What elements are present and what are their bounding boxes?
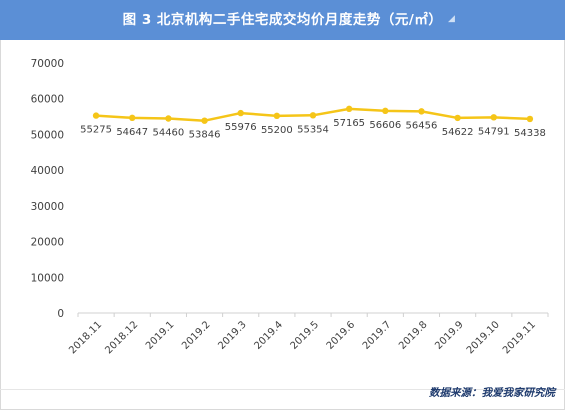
data-point bbox=[345, 105, 353, 113]
data-point bbox=[382, 107, 389, 115]
data-label: 54338 bbox=[514, 128, 546, 139]
x-tick-label: 2019.7 bbox=[361, 319, 394, 352]
title-banner: 图 3 北京机构二手住宅成交均价月度走势（元/㎡） ◢ bbox=[0, 0, 565, 40]
x-tick-label: 2019.8 bbox=[397, 319, 430, 352]
x-tick-label: 2019.10 bbox=[465, 319, 502, 356]
data-label: 54622 bbox=[442, 127, 474, 138]
x-tick-label: 2019.3 bbox=[216, 319, 249, 352]
data-label: 54460 bbox=[152, 128, 184, 139]
data-label: 55976 bbox=[225, 122, 257, 133]
data-point bbox=[273, 112, 281, 120]
data-label: 53846 bbox=[189, 130, 221, 141]
y-tick-label: 10000 bbox=[31, 272, 64, 284]
data-point bbox=[201, 117, 208, 124]
chart-title: 图 3 北京机构二手住宅成交均价月度走势（元/㎡） bbox=[122, 12, 443, 28]
source-note: 数据来源：我爱我家研究院 bbox=[429, 387, 555, 399]
data-point bbox=[309, 112, 317, 119]
data-point bbox=[490, 114, 497, 121]
caret-icon: ◢ bbox=[448, 14, 455, 24]
footer-divider bbox=[0, 389, 565, 390]
y-tick-label: 70000 bbox=[31, 58, 64, 70]
x-tick-label: 2019.1 bbox=[144, 319, 177, 352]
data-label: 57165 bbox=[333, 118, 365, 129]
data-label: 54647 bbox=[116, 127, 148, 138]
x-tick-label: 2019.9 bbox=[433, 319, 466, 352]
y-tick-label: 30000 bbox=[31, 201, 64, 213]
data-point bbox=[237, 109, 244, 117]
data-label: 54791 bbox=[478, 126, 510, 137]
x-tick-label: 2019.11 bbox=[501, 319, 538, 356]
data-point bbox=[129, 114, 136, 122]
y-tick-label: 20000 bbox=[31, 237, 64, 249]
y-tick-label: 50000 bbox=[31, 129, 64, 141]
y-tick-label: 40000 bbox=[31, 165, 64, 177]
data-label: 55200 bbox=[261, 125, 293, 136]
data-point bbox=[92, 112, 100, 119]
data-label: 55275 bbox=[80, 125, 112, 136]
data-point bbox=[526, 115, 534, 123]
data-point bbox=[165, 115, 172, 122]
x-tick-label: 2019.6 bbox=[325, 319, 358, 352]
data-point bbox=[418, 108, 425, 115]
x-tick-label: 2019.2 bbox=[180, 319, 213, 352]
x-tick-label: 2019.4 bbox=[252, 319, 285, 352]
data-point bbox=[454, 114, 461, 122]
data-label: 56606 bbox=[369, 120, 401, 131]
data-label: 56456 bbox=[406, 120, 438, 131]
y-tick-label: 0 bbox=[57, 308, 64, 320]
x-tick-label: 2018.12 bbox=[103, 319, 140, 356]
data-label: 55354 bbox=[297, 124, 329, 135]
x-tick-label: 2018.11 bbox=[67, 319, 104, 356]
x-tick-label: 2019.5 bbox=[289, 319, 322, 352]
y-tick-label: 60000 bbox=[31, 94, 64, 106]
